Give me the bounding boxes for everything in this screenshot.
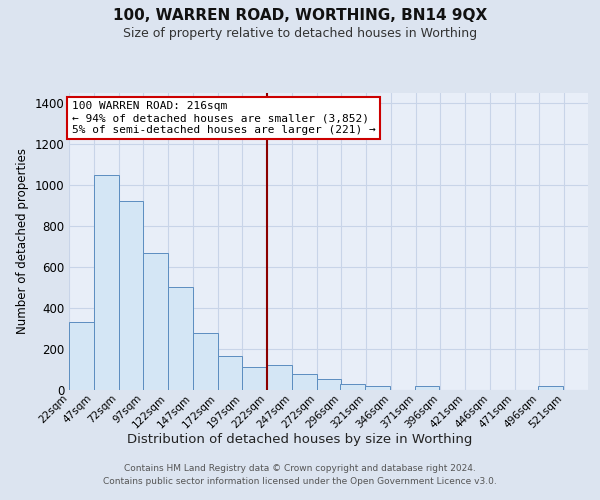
Bar bbox=[218, 356, 242, 390]
Text: 100, WARREN ROAD, WORTHING, BN14 9QX: 100, WARREN ROAD, WORTHING, BN14 9QX bbox=[113, 8, 487, 22]
Bar bbox=[415, 386, 439, 390]
Bar bbox=[69, 322, 94, 390]
Bar bbox=[242, 368, 267, 390]
Bar bbox=[94, 174, 119, 390]
Bar bbox=[292, 374, 317, 390]
Text: Size of property relative to detached houses in Worthing: Size of property relative to detached ho… bbox=[123, 28, 477, 40]
Bar bbox=[168, 288, 193, 390]
Y-axis label: Number of detached properties: Number of detached properties bbox=[16, 148, 29, 334]
Bar bbox=[143, 252, 168, 390]
Bar bbox=[365, 386, 390, 390]
Text: Distribution of detached houses by size in Worthing: Distribution of detached houses by size … bbox=[127, 432, 473, 446]
Text: Contains HM Land Registry data © Crown copyright and database right 2024.: Contains HM Land Registry data © Crown c… bbox=[124, 464, 476, 473]
Bar bbox=[317, 378, 341, 390]
Bar bbox=[340, 384, 365, 390]
Bar bbox=[267, 366, 292, 390]
Bar bbox=[538, 386, 563, 390]
Bar bbox=[119, 201, 143, 390]
Bar bbox=[193, 332, 218, 390]
Text: 100 WARREN ROAD: 216sqm
← 94% of detached houses are smaller (3,852)
5% of semi-: 100 WARREN ROAD: 216sqm ← 94% of detache… bbox=[71, 102, 376, 134]
Text: Contains public sector information licensed under the Open Government Licence v3: Contains public sector information licen… bbox=[103, 478, 497, 486]
